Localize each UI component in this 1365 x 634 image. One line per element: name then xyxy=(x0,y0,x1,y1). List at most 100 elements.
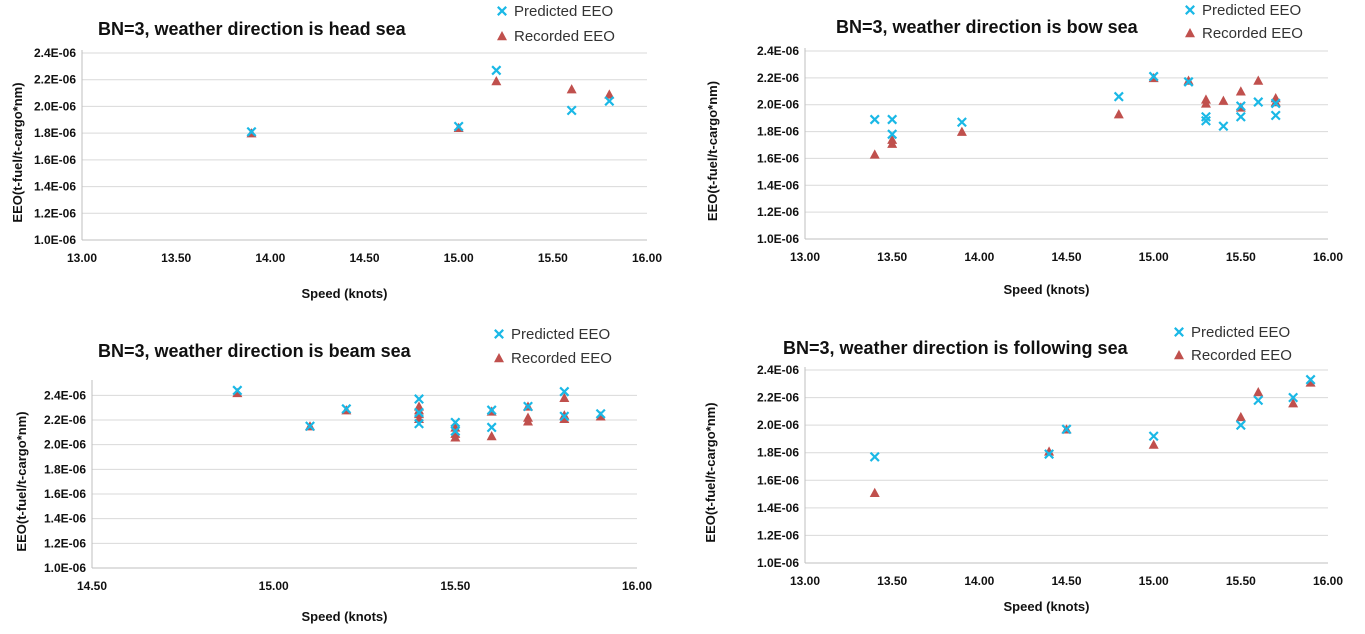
x-tick-label: 16.00 xyxy=(1313,250,1343,264)
predicted-point xyxy=(1235,420,1246,431)
recorded-point xyxy=(232,387,243,398)
predicted-point xyxy=(1253,97,1264,108)
predicted-point xyxy=(1270,98,1281,109)
predicted-point xyxy=(246,126,257,137)
x-tick-label: 14.50 xyxy=(349,251,379,265)
predicted-point xyxy=(341,403,352,414)
x-tick-label: 16.00 xyxy=(1313,574,1343,588)
predicted-point xyxy=(523,401,533,412)
predicted-point xyxy=(595,408,606,419)
x-tick-label: 14.00 xyxy=(255,251,285,265)
chart-svg-head-sea: 1.0E-06 1.2E-06 1.4E-06 1.6E-06 1.8E-06 2.0E-… xyxy=(10,3,662,301)
recorded-point xyxy=(1235,86,1246,96)
x-tick-label: 15.00 xyxy=(1139,574,1169,588)
y-tick-label: 1.0E-06 xyxy=(44,561,86,575)
predicted-point xyxy=(1148,71,1159,82)
predicted-point xyxy=(559,411,570,422)
predicted-point xyxy=(305,421,315,432)
recorded-point xyxy=(559,392,570,403)
recorded-point xyxy=(1148,439,1159,449)
chart-svg-following-sea: 1.0E-06 1.2E-06 1.4E-06 1.6E-06 1.8E-06 2.0E-… xyxy=(703,324,1343,614)
x-tick-label: 13.50 xyxy=(877,574,907,588)
y-axis-label: EEO(t-fuel/t-cargo*nm) xyxy=(10,82,25,222)
y-tick-label: 2.2E-06 xyxy=(757,71,799,85)
y-tick-label: 1.2E-06 xyxy=(757,205,799,219)
x-tick-label: 13.50 xyxy=(877,250,907,264)
y-tick-label: 2.2E-06 xyxy=(34,73,76,87)
predicted-point xyxy=(1235,101,1246,112)
legend-recorded-label: Recorded EEO xyxy=(514,28,615,45)
x-tick-label: 14.00 xyxy=(964,250,994,264)
chart-beam-sea: 1.0E-06 1.2E-06 1.4E-06 1.6E-06 1.8E-06 2.0E-… xyxy=(0,314,682,629)
x-axis-label: Speed (knots) xyxy=(302,286,388,301)
y-tick-label: 1.6E-06 xyxy=(757,473,799,487)
y-tick-label: 1.0E-06 xyxy=(34,233,76,247)
predicted-point xyxy=(1288,392,1299,403)
legend-recorded-label: Recorded EEO xyxy=(1191,347,1292,364)
y-tick-label: 2.2E-06 xyxy=(757,391,799,405)
x-tick-label: 13.00 xyxy=(67,251,97,265)
x-tick-label: 15.50 xyxy=(538,251,568,265)
chart-title: BN=3, weather direction is beam sea xyxy=(98,341,412,361)
chart-svg-beam-sea: 1.0E-06 1.2E-06 1.4E-06 1.6E-06 1.8E-06 2.0E-… xyxy=(14,326,652,624)
legend-recorded-label: Recorded EEO xyxy=(511,350,612,367)
legend-predicted-marker xyxy=(1185,5,1195,15)
recorded-point xyxy=(869,487,880,497)
y-tick-label: 1.8E-06 xyxy=(757,125,799,139)
recorded-point xyxy=(887,138,898,148)
chart-following-sea: 1.0E-06 1.2E-06 1.4E-06 1.6E-06 1.8E-06 2.0E-… xyxy=(682,314,1365,629)
y-tick-label: 2.0E-06 xyxy=(757,98,799,112)
legend-recorded-marker xyxy=(494,353,504,363)
x-tick-label: 14.50 xyxy=(77,579,107,593)
recorded-point xyxy=(1235,411,1246,422)
y-tick-label: 2.4E-06 xyxy=(757,363,799,377)
predicted-point xyxy=(1148,431,1159,442)
y-tick-label: 1.2E-06 xyxy=(757,528,799,542)
recorded-point xyxy=(1044,446,1055,456)
predicted-point xyxy=(1200,111,1211,122)
recorded-point xyxy=(604,89,615,99)
predicted-point xyxy=(414,407,424,418)
x-tick-label: 15.50 xyxy=(1226,250,1256,264)
predicted-point xyxy=(414,394,424,405)
recorded-point xyxy=(1183,75,1194,85)
legend-recorded-label: Recorded EEO xyxy=(1202,25,1303,42)
predicted-point xyxy=(1044,449,1055,460)
y-tick-label: 1.4E-06 xyxy=(757,178,799,192)
x-axis-label: Speed (knots) xyxy=(1004,599,1090,614)
chart-title: BN=3, weather direction is bow sea xyxy=(836,17,1139,37)
x-tick-label: 13.00 xyxy=(790,574,820,588)
predicted-point xyxy=(559,386,570,397)
x-tick-label: 14.50 xyxy=(1051,250,1081,264)
recorded-point xyxy=(566,84,577,94)
legend-predicted-label: Predicted EEO xyxy=(1202,2,1301,19)
chart-head-sea: 1.0E-06 1.2E-06 1.4E-06 1.6E-06 1.8E-06 2.0E-… xyxy=(0,0,682,314)
legend-recorded-marker xyxy=(1174,350,1184,360)
recorded-point xyxy=(486,431,497,441)
predicted-point xyxy=(566,105,577,116)
predicted-point xyxy=(604,96,615,107)
predicted-point xyxy=(887,114,898,125)
y-tick-label: 1.8E-06 xyxy=(757,446,799,460)
y-axis-label: EEO(t-fuel/t-cargo*nm) xyxy=(705,81,720,221)
y-tick-label: 1.4E-06 xyxy=(757,501,799,515)
x-tick-label: 16.00 xyxy=(632,251,662,265)
predicted-point xyxy=(956,117,967,128)
predicted-point xyxy=(450,426,461,437)
legend-recorded-marker xyxy=(497,31,507,41)
y-tick-label: 1.6E-06 xyxy=(34,153,76,167)
x-tick-label: 15.50 xyxy=(440,579,470,593)
y-tick-label: 1.8E-06 xyxy=(34,126,76,140)
predicted-point xyxy=(486,422,497,433)
legend-predicted-marker xyxy=(1174,327,1184,337)
legend-predicted-marker xyxy=(497,6,507,16)
recorded-point xyxy=(523,416,533,426)
y-tick-label: 2.0E-06 xyxy=(757,418,799,432)
x-tick-label: 16.00 xyxy=(622,579,652,593)
y-tick-label: 1.6E-06 xyxy=(44,487,86,501)
y-tick-label: 1.2E-06 xyxy=(44,536,86,550)
recorded-point xyxy=(1113,109,1124,119)
chart-bow-sea: 1.0E-06 1.2E-06 1.4E-06 1.6E-06 1.8E-06 2.0E-… xyxy=(682,0,1365,314)
x-tick-label: 13.50 xyxy=(161,251,191,265)
legend-predicted-label: Predicted EEO xyxy=(514,3,613,20)
